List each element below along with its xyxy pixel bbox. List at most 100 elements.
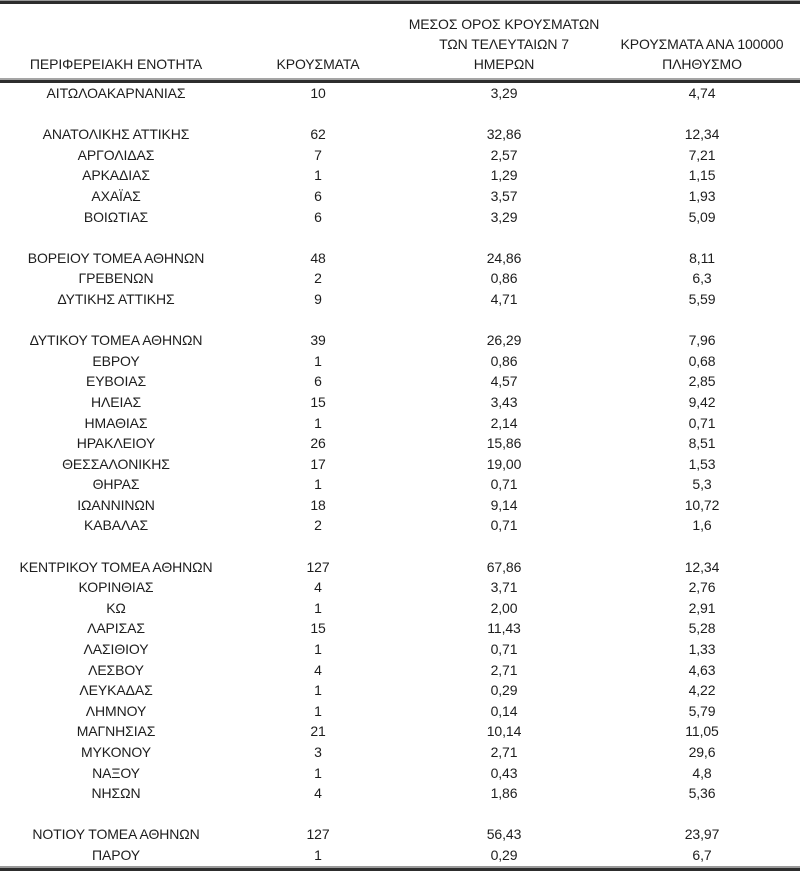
table-row: ΜΑΓΝΗΣΙΑΣ 21 10,14 11,05 — [0, 721, 800, 742]
region-cell: ΑΡΚΑΔΙΑΣ — [82, 167, 150, 184]
group-spacer-row — [0, 536, 800, 557]
table-row: ΠΑΡΟΥ 1 0,29 6,7 — [0, 845, 800, 866]
per100k-cell: 4,8 — [692, 764, 712, 781]
bottom-rule — [0, 865, 800, 871]
table-row: ΝΑΞΟΥ 1 0,43 4,8 — [0, 763, 800, 784]
avg7-cell: 0,14 — [490, 702, 518, 719]
region-cell: ΔΥΤΙΚΗΣ ΑΤΤΙΚΗΣ — [57, 290, 175, 307]
table-row: ΓΡΕΒΕΝΩΝ 2 0,86 6,3 — [0, 268, 800, 289]
per100k-cell: 8,11 — [689, 249, 715, 266]
cases-cell: 9 — [314, 290, 322, 307]
avg7-cell: 9,14 — [490, 496, 518, 513]
group-spacer-row — [0, 104, 800, 125]
cases-cell: 1 — [314, 846, 322, 863]
per100k-cell: 5,59 — [688, 290, 716, 307]
header-cases-label: ΚΡΟΥΣΜΑΤΑ — [276, 56, 360, 72]
avg7-cell: 0,43 — [490, 764, 518, 781]
cases-cell: 3 — [314, 744, 322, 760]
per100k-cell: 12,34 — [684, 126, 720, 143]
group-spacer-cell — [0, 227, 800, 248]
region-cell: ΛΗΜΝΟΥ — [85, 702, 147, 719]
cases-cell: 18 — [310, 496, 326, 513]
per100k-cell: 23,97 — [684, 826, 720, 843]
avg7-cell: 67,86 — [486, 558, 522, 575]
per100k-cell: 2,85 — [688, 373, 716, 390]
header-per100k-line2: ΠΛΗΘΥΣΜΟ — [662, 56, 742, 72]
cases-cell: 1 — [314, 599, 322, 616]
header-avg7-line3: ΗΜΕΡΩΝ — [473, 56, 535, 72]
table-row: ΕΒΡΟΥ 1 0,86 0,68 — [0, 351, 800, 372]
table-body: ΑΙΤΩΛΟΑΚΑΡΝΑΝΙΑΣ 10 3,29 4,74 ΑΝΑΤΟΛΙΚΗΣ ΑΤΤ… — [0, 83, 800, 866]
avg7-cell: 3,29 — [490, 85, 518, 101]
region-cell: ΝΟΤΙΟΥ ΤΟΜΕΑ ΑΘΗΝΩΝ — [32, 826, 200, 843]
per100k-cell: 10,72 — [684, 496, 720, 513]
cases-cell: 1 — [314, 476, 322, 493]
region-cell: ΜΑΓΝΗΣΙΑΣ — [76, 723, 156, 740]
cases-cell: 1 — [314, 352, 322, 369]
table-row: ΛΕΥΚΑΔΑΣ 1 0,29 4,22 — [0, 680, 800, 701]
region-cell: ΚΕΝΤΡΙΚΟΥ ΤΟΜΕΑ ΑΘΗΝΩΝ — [19, 558, 213, 575]
avg7-cell: 4,57 — [490, 373, 518, 390]
cases-cell: 48 — [310, 249, 326, 266]
table-row: ΚΟΡΙΝΘΙΑΣ 4 3,71 2,76 — [0, 577, 800, 598]
cases-cell: 6 — [314, 187, 322, 204]
avg7-cell: 3,43 — [490, 393, 518, 410]
region-cell: ΝΑΞΟΥ — [92, 764, 140, 781]
region-cell: ΒΟΡΕΙΟΥ ΤΟΜΕΑ ΑΘΗΝΩΝ — [27, 249, 205, 266]
header-region-column: ΠΕΡΙΦΕΡΕΙΑΚΗ ΕΝΟΤΗΤΑ — [0, 4, 232, 77]
table-row: ΛΗΜΝΟΥ 1 0,14 5,79 — [0, 701, 800, 722]
avg7-cell: 0,29 — [490, 846, 518, 863]
cases-cell: 39 — [310, 332, 326, 349]
cases-cell: 1 — [314, 414, 322, 431]
per100k-cell: 8,51 — [688, 435, 716, 452]
table-row: ΛΑΡΙΣΑΣ 15 11,43 5,28 — [0, 618, 800, 639]
region-cell: ΗΜΑΘΙΑΣ — [84, 414, 148, 431]
region-cell: ΛΑΣΙΘΙΟΥ — [83, 641, 149, 658]
cases-cell: 15 — [310, 393, 326, 410]
group-spacer-cell — [0, 804, 800, 825]
avg7-cell: 0,71 — [490, 517, 518, 534]
avg7-cell: 32,86 — [486, 126, 522, 143]
group-spacer-cell — [0, 310, 800, 331]
region-cell: ΑΙΤΩΛΟΑΚΑΡΝΑΝΙΑΣ — [46, 85, 186, 101]
avg7-cell: 11,43 — [487, 620, 521, 637]
cases-cell: 62 — [310, 126, 326, 143]
region-cell: ΚΩ — [106, 599, 126, 616]
per100k-cell: 11,05 — [685, 723, 719, 740]
per100k-cell: 7,96 — [688, 332, 716, 349]
per100k-cell: 1,15 — [688, 167, 716, 184]
cases-cell: 127 — [306, 558, 330, 575]
table-row: ΚΑΒΑΛΑΣ 2 0,71 1,6 — [0, 515, 800, 536]
avg7-cell: 56,43 — [486, 826, 522, 843]
header-avg7-line2: ΤΩΝ ΤΕΛΕΥΤΑΙΩΝ 7 — [439, 36, 569, 52]
cases-cell: 7 — [314, 146, 322, 163]
per100k-cell: 4,63 — [688, 661, 716, 678]
table-row: ΑΝΑΤΟΛΙΚΗΣ ΑΤΤΙΚΗΣ 62 32,86 12,34 — [0, 124, 800, 145]
table-row: ΜΥΚΟΝΟΥ 3 2,71 29,6 — [0, 742, 800, 763]
per100k-cell: 0,68 — [688, 352, 716, 369]
header-region-label: ΠΕΡΙΦΕΡΕΙΑΚΗ ΕΝΟΤΗΤΑ — [29, 56, 203, 72]
region-cell: ΝΗΣΩΝ — [91, 785, 141, 802]
per100k-cell: 1,93 — [688, 187, 716, 204]
region-cell: ΑΝΑΤΟΛΙΚΗΣ ΑΤΤΙΚΗΣ — [42, 126, 190, 143]
per100k-cell: 9,42 — [688, 393, 716, 410]
region-cell: ΔΥΤΙΚΟΥ ΤΟΜΕΑ ΑΘΗΝΩΝ — [29, 332, 203, 349]
avg7-cell: 15,86 — [486, 435, 522, 452]
region-cell: ΕΥΒΟΙΑΣ — [85, 373, 147, 390]
per100k-cell: 4,74 — [688, 85, 716, 101]
cases-cell: 10 — [310, 85, 326, 101]
table-row: ΗΜΑΘΙΑΣ 1 2,14 0,71 — [0, 413, 800, 434]
avg7-cell: 1,86 — [490, 785, 518, 802]
per100k-cell: 7,21 — [688, 146, 716, 163]
table-row: ΚΕΝΤΡΙΚΟΥ ΤΟΜΕΑ ΑΘΗΝΩΝ 127 67,86 12,34 — [0, 557, 800, 578]
per100k-cell: 0,71 — [688, 414, 716, 431]
avg7-cell: 1,29 — [490, 167, 518, 184]
region-cell: ΙΩΑΝΝΙΝΩΝ — [77, 496, 155, 513]
per100k-cell: 1,53 — [688, 455, 716, 472]
region-cell: ΑΧΑΪΑΣ — [91, 187, 141, 204]
cases-cell: 4 — [314, 785, 322, 802]
avg7-cell: 2,14 — [490, 414, 518, 431]
avg7-cell: 4,71 — [490, 290, 518, 307]
avg7-cell: 0,86 — [490, 270, 518, 287]
